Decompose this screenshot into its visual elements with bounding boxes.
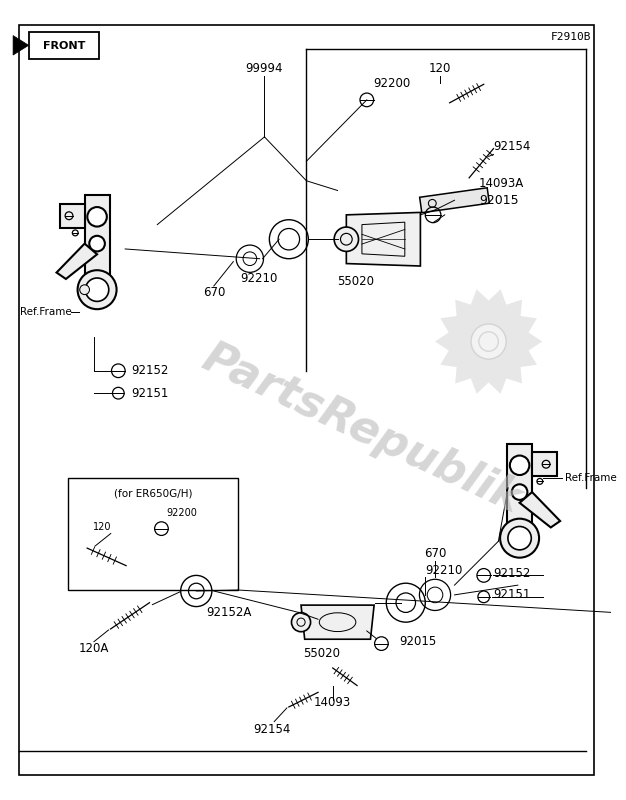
Text: Ref.Frame: Ref.Frame <box>565 473 617 483</box>
Circle shape <box>500 518 539 558</box>
Circle shape <box>90 236 105 251</box>
Text: 92200: 92200 <box>374 77 411 90</box>
Text: 92015: 92015 <box>399 635 436 648</box>
Circle shape <box>508 526 531 550</box>
Text: 92151: 92151 <box>493 588 531 602</box>
Text: PartsRepublik: PartsRepublik <box>195 336 528 522</box>
Circle shape <box>471 324 506 359</box>
Circle shape <box>512 484 527 500</box>
Text: 670: 670 <box>424 547 446 561</box>
Text: 92152: 92152 <box>493 567 531 580</box>
Polygon shape <box>301 605 374 639</box>
Text: 14093: 14093 <box>313 695 351 709</box>
Text: 120: 120 <box>429 62 451 75</box>
Text: 120: 120 <box>93 522 111 532</box>
Polygon shape <box>85 195 110 302</box>
Text: 92154: 92154 <box>254 723 291 736</box>
Polygon shape <box>13 35 29 55</box>
Text: 99994: 99994 <box>246 62 283 75</box>
Text: Ref.Frame: Ref.Frame <box>20 307 71 318</box>
Circle shape <box>80 285 90 294</box>
Text: FRONT: FRONT <box>43 42 85 51</box>
Polygon shape <box>56 244 97 279</box>
Text: 670: 670 <box>203 286 225 299</box>
Text: 92152: 92152 <box>131 364 168 378</box>
Text: 92154: 92154 <box>493 140 531 153</box>
Text: F2910B: F2910B <box>550 32 591 42</box>
Circle shape <box>88 207 107 226</box>
Text: 92200: 92200 <box>167 508 197 518</box>
Text: 14093A: 14093A <box>479 177 524 190</box>
Polygon shape <box>59 204 85 227</box>
Text: 92210: 92210 <box>425 564 463 577</box>
Text: (for ER650G/H): (for ER650G/H) <box>114 489 192 498</box>
Text: 92151: 92151 <box>131 386 168 400</box>
Polygon shape <box>520 492 560 527</box>
Text: 92210: 92210 <box>240 272 277 285</box>
Text: 55020: 55020 <box>337 274 374 288</box>
Text: 120A: 120A <box>79 642 109 655</box>
Circle shape <box>292 613 310 632</box>
Polygon shape <box>419 188 490 213</box>
Polygon shape <box>29 32 99 59</box>
Bar <box>68 478 238 590</box>
Text: 92015: 92015 <box>479 194 518 206</box>
Polygon shape <box>346 213 421 266</box>
Polygon shape <box>435 290 542 394</box>
Text: 92152A: 92152A <box>206 606 252 619</box>
Circle shape <box>78 270 116 309</box>
Circle shape <box>334 227 359 251</box>
Polygon shape <box>532 453 557 476</box>
Circle shape <box>85 278 109 302</box>
Circle shape <box>510 455 530 475</box>
Polygon shape <box>507 444 532 551</box>
Text: 55020: 55020 <box>304 647 341 660</box>
